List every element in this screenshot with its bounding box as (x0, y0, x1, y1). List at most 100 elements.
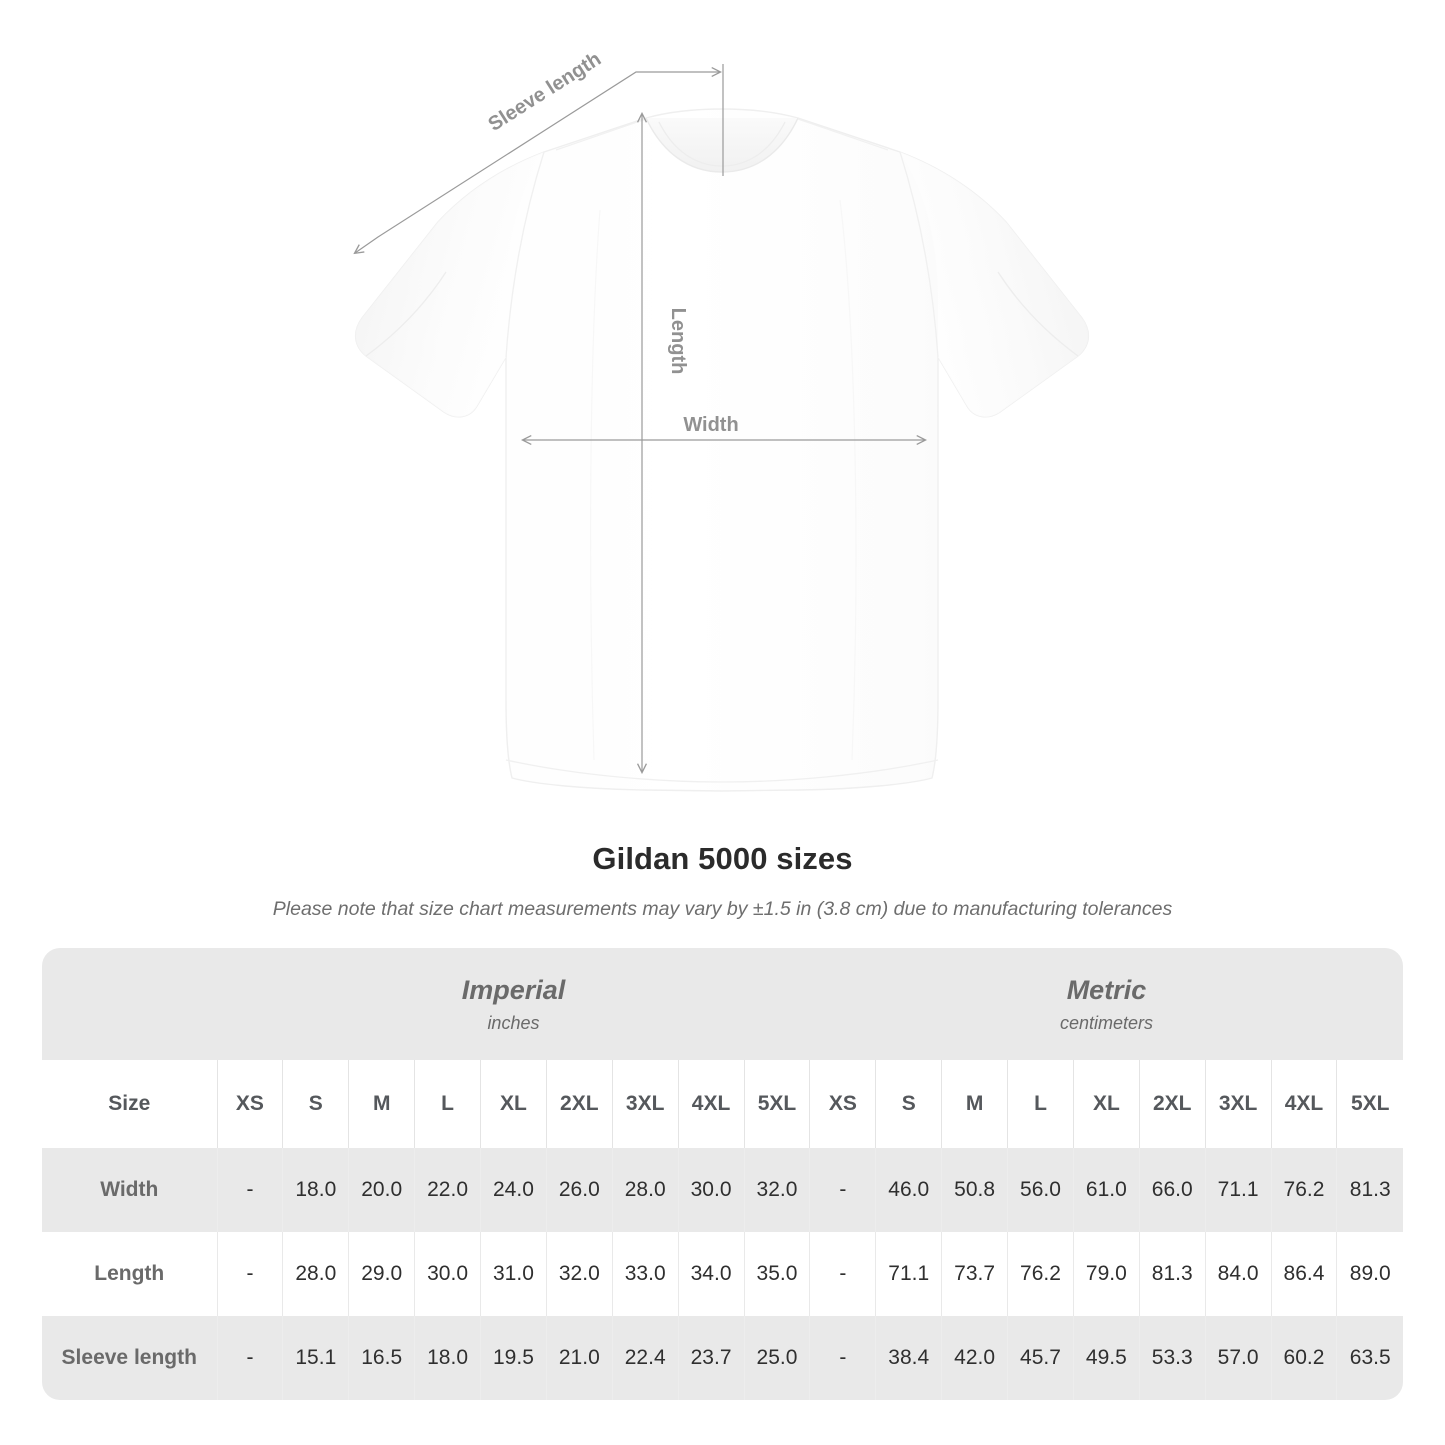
measurement-cell: 30.0 (677, 1148, 744, 1232)
measurement-cell: - (216, 1148, 283, 1232)
measurement-cell: 15.1 (282, 1316, 349, 1400)
measurement-cell: 19.5 (480, 1316, 547, 1400)
table-row: Length -28.0 29.0 30.0 31.0 32.0 33.0 34.0 35.0-… (42, 1232, 1403, 1316)
title-block: Gildan 5000 sizes Please note that size … (0, 840, 1445, 922)
measurement-cell: 32.0 (545, 1232, 613, 1316)
measurement-cell: 49.5 (1072, 1316, 1140, 1400)
measurement-cell: 33.0 (611, 1232, 679, 1316)
size-column-header-xl: XL (1072, 1060, 1140, 1148)
measurement-cell: 30.0 (414, 1232, 481, 1316)
unit-group-metric: Metric centimeters (809, 948, 1403, 1060)
size-chart-table: Imperial inches Metric centimeters Size XS S M L… (42, 948, 1403, 1400)
measurement-cell: - (216, 1232, 283, 1316)
units-header-row: Imperial inches Metric centimeters (42, 948, 1403, 1060)
table-row: Sleeve length -15.1 16.5 18.0 19.5 21.0 22.4 23… (42, 1316, 1403, 1400)
table-row: Width -18.0 20.0 22.0 24.0 26.0 28.0 30.0 32.0-4… (42, 1148, 1403, 1232)
size-column-header-m: M (941, 1060, 1008, 1148)
measurement-cell: 71.1 (1204, 1148, 1272, 1232)
measurement-cell: 63.5 (1336, 1316, 1403, 1400)
row-label-width: Width (42, 1148, 217, 1232)
measurement-cell: 18.0 (282, 1148, 349, 1232)
size-column-header-4xl: 4XL (677, 1060, 744, 1148)
measurement-cell: - (809, 1316, 876, 1400)
width-label: Width (683, 414, 738, 436)
measurement-cell: 22.0 (414, 1148, 481, 1232)
measurement-cell: 71.1 (875, 1232, 942, 1316)
unit-name-label: centimeters (1059, 1012, 1153, 1033)
measurement-cell: 38.4 (875, 1316, 942, 1400)
measurement-cell: 76.2 (1007, 1232, 1074, 1316)
measurement-cell: 18.0 (414, 1316, 481, 1400)
measurement-cell: - (809, 1148, 876, 1232)
measurement-cell: 23.7 (677, 1316, 744, 1400)
size-column-header-4xl: 4XL (1270, 1060, 1337, 1148)
measurement-cell: 79.0 (1072, 1232, 1140, 1316)
measurement-cell: 84.0 (1204, 1232, 1272, 1316)
unit-name-label: inches (487, 1012, 540, 1033)
row-label-length: Length (42, 1232, 217, 1316)
measurement-cell: 89.0 (1336, 1232, 1403, 1316)
measurement-cell: 24.0 (480, 1148, 547, 1232)
size-column-header-2xl: 2XL (1138, 1060, 1206, 1148)
measurement-cell: - (216, 1316, 283, 1400)
measurement-cell: 81.3 (1138, 1232, 1206, 1316)
measurement-cell: 29.0 (348, 1232, 415, 1316)
measurement-cell: 42.0 (941, 1316, 1008, 1400)
size-column-header-s: S (875, 1060, 942, 1148)
measurement-cell: 46.0 (875, 1148, 942, 1232)
size-header-row: Size XS S M L XL 2XL 3XL 4XL 5XL XS S M L XL 2XL 3XL 4XL 5… (42, 1060, 1403, 1148)
units-row-spacer (42, 948, 217, 1060)
measurement-cell: 21.0 (545, 1316, 613, 1400)
measurement-cell: 60.2 (1270, 1316, 1337, 1400)
measurement-cell: 32.0 (743, 1148, 810, 1232)
measurement-cell: 57.0 (1204, 1316, 1272, 1400)
sleeve-length-label: Sleeve length (484, 48, 605, 136)
measurement-cell: 61.0 (1072, 1148, 1140, 1232)
size-column-header-5xl: 5XL (743, 1060, 810, 1148)
measurement-cell: 31.0 (480, 1232, 547, 1316)
size-column-header-l: L (1007, 1060, 1074, 1148)
page-title: Gildan 5000 sizes (592, 841, 853, 876)
measurement-cell: 34.0 (677, 1232, 744, 1316)
measurement-cell: 50.8 (941, 1148, 1008, 1232)
size-column-header-3xl: 3XL (1204, 1060, 1272, 1148)
measurement-cell: 35.0 (743, 1232, 810, 1316)
measurement-cell: 81.3 (1336, 1148, 1403, 1232)
measurement-cell: 16.5 (348, 1316, 415, 1400)
measurement-cell: 28.0 (282, 1232, 349, 1316)
tshirt-shape (355, 108, 1089, 792)
size-header-cell: Size (42, 1060, 217, 1148)
measurement-cell: 56.0 (1007, 1148, 1074, 1232)
size-column-header-m: M (348, 1060, 415, 1148)
unit-system-label: Metric (1066, 974, 1147, 1005)
unit-group-imperial: Imperial inches (217, 948, 810, 1060)
size-column-header-s: S (282, 1060, 349, 1148)
tshirt-diagram: Sleeve length Length Width (0, 48, 1089, 792)
length-label: Length (667, 308, 689, 375)
measurement-cell: 76.2 (1270, 1148, 1337, 1232)
measurement-cell: 20.0 (348, 1148, 415, 1232)
measurement-cell: 22.4 (611, 1316, 679, 1400)
measurement-cell: 66.0 (1138, 1148, 1206, 1232)
measurement-cell: 73.7 (941, 1232, 1008, 1316)
measurement-cell: 86.4 (1270, 1232, 1337, 1316)
size-chart-table-wrap: Imperial inches Metric centimeters Size XS S M L… (42, 948, 1403, 1400)
size-column-header-l: L (414, 1060, 481, 1148)
tolerance-note: Please note that size chart measurements… (272, 898, 1173, 921)
size-column-header-xs: XS (809, 1060, 876, 1148)
size-column-header-5xl: 5XL (1336, 1060, 1403, 1148)
measurement-cell: 28.0 (611, 1148, 679, 1232)
measurement-cell: - (809, 1232, 876, 1316)
measurement-cell: 45.7 (1007, 1316, 1074, 1400)
size-column-header-xl: XL (480, 1060, 547, 1148)
measurement-cell: 26.0 (545, 1148, 613, 1232)
size-column-header-xs: XS (216, 1060, 283, 1148)
measurement-cell: 25.0 (743, 1316, 810, 1400)
row-label-sleeve-length: Sleeve length (42, 1316, 217, 1400)
unit-system-label: Imperial (461, 974, 566, 1005)
sleeve-length-dimension-line (355, 72, 720, 253)
size-column-header-2xl: 2XL (545, 1060, 613, 1148)
size-column-header-3xl: 3XL (611, 1060, 679, 1148)
measurement-cell: 53.3 (1138, 1316, 1206, 1400)
